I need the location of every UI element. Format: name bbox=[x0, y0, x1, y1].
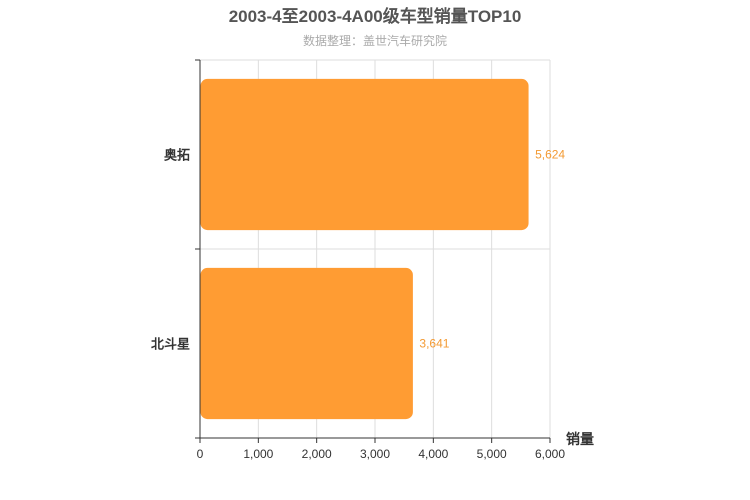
x-tick-label: 1,000 bbox=[243, 447, 273, 461]
bars: 5,624 3,641 bbox=[200, 78, 565, 420]
bar bbox=[200, 78, 529, 231]
data-label: 3,641 bbox=[419, 337, 449, 351]
data-label: 5,624 bbox=[535, 148, 565, 162]
x-axis-name: 销量 bbox=[566, 431, 594, 447]
x-tick-label: 6,000 bbox=[535, 447, 565, 461]
x-tick-label: 2,000 bbox=[302, 447, 332, 461]
x-tick-label: 3,000 bbox=[360, 447, 390, 461]
bar bbox=[200, 267, 413, 420]
x-tick-label: 0 bbox=[197, 447, 204, 461]
x-tick-label: 4,000 bbox=[418, 447, 448, 461]
category-label: 北斗星 bbox=[151, 337, 190, 352]
chart-subtitle: 数据整理：盖世汽车研究院 bbox=[303, 33, 447, 48]
chart-title: 2003-4至2003-4A00级车型销量TOP10 bbox=[229, 6, 522, 26]
x-tick-label: 5,000 bbox=[477, 447, 507, 461]
category-label: 奥拓 bbox=[164, 148, 190, 163]
